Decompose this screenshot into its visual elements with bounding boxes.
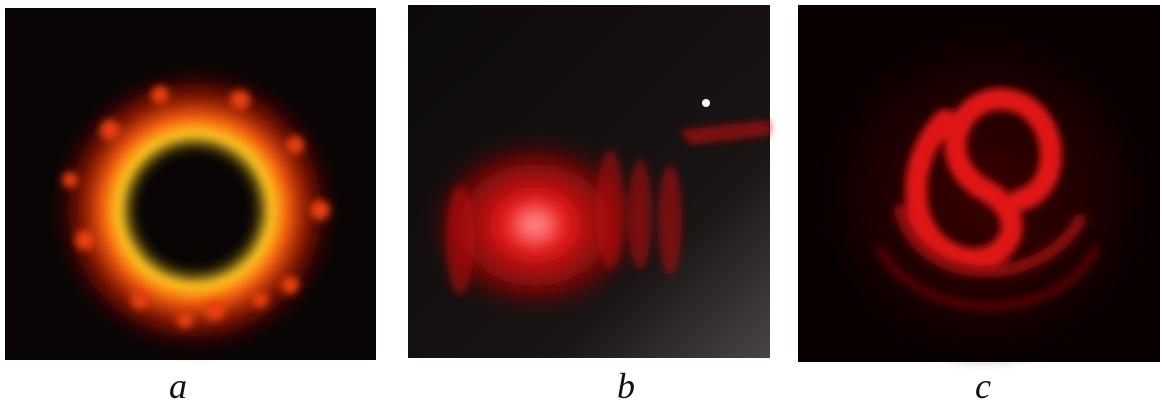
panel-a-image	[5, 8, 376, 360]
panel-label: a	[169, 366, 187, 406]
figure: a b c	[0, 0, 1162, 412]
panel-b-image	[408, 5, 770, 358]
panel-label: b	[617, 366, 635, 406]
panel-label: c	[975, 366, 991, 406]
panel-c-image	[798, 5, 1160, 362]
